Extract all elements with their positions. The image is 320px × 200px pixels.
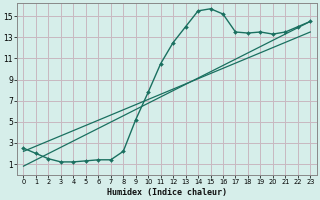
X-axis label: Humidex (Indice chaleur): Humidex (Indice chaleur)	[107, 188, 227, 197]
